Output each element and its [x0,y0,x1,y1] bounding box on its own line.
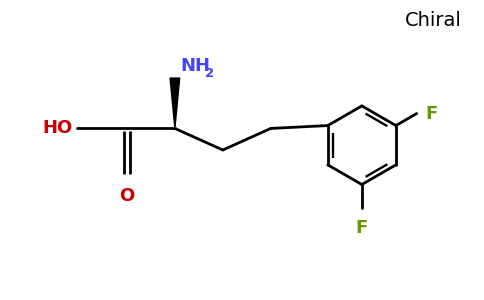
Text: Chiral: Chiral [405,11,462,30]
Polygon shape [170,78,180,128]
Text: 2: 2 [205,67,214,80]
Text: NH: NH [181,57,211,75]
Text: F: F [425,105,438,123]
Text: HO: HO [43,119,73,137]
Text: F: F [356,219,368,237]
Text: O: O [120,187,135,205]
